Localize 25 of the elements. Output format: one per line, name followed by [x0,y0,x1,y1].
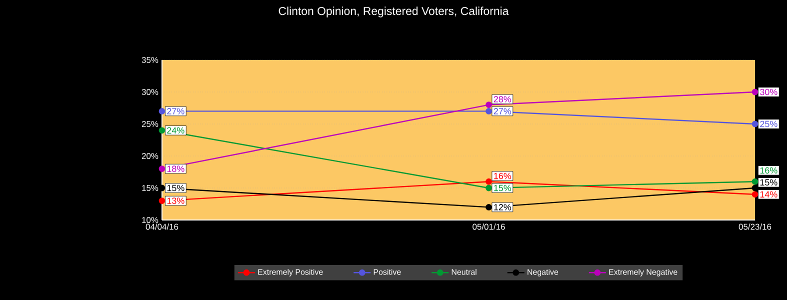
y-tick-label: 10% [142,217,158,223]
y-tick-label: 15% [142,185,158,191]
data-label: 24% [167,127,184,134]
data-label: 13% [167,198,184,204]
data-label: 27% [167,108,184,114]
y-tick-label: 30% [142,89,158,95]
x-tick-label: 04/04/16 [146,224,178,230]
data-label: 16% [760,167,778,174]
data-label: 28% [494,96,512,102]
y-tick-label: 20% [142,153,158,159]
data-label: 12% [494,204,512,210]
data-label: 25% [760,120,778,128]
data-label: 27% [494,108,512,114]
data-label: 18% [167,166,184,172]
data-label: 16% [494,172,512,180]
data-label: 15% [494,184,512,192]
x-tick-label: 05/01/16 [472,224,505,230]
data-label: 14% [760,191,778,198]
data-label: 15% [760,179,778,186]
chart-title: Clinton Opinion, Registered Voters, California [278,6,509,18]
y-tick-label: 35% [142,57,158,63]
data-label: 30% [760,88,778,96]
x-tick-label: 05/23/16 [738,224,772,230]
data-label: 15% [167,184,184,192]
y-tick-label: 25% [142,121,158,127]
